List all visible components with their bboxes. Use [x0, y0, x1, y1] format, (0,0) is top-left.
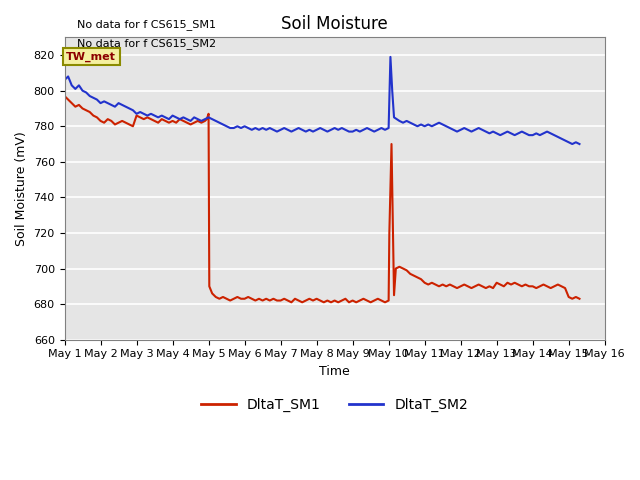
DltaT_SM1: [309, 298, 317, 303]
DltaT_SM1: [61, 93, 68, 99]
Line: DltaT_SM2: DltaT_SM2: [65, 57, 579, 144]
DltaT_SM1: [97, 118, 104, 124]
DltaT_SM1: [287, 300, 295, 305]
DltaT_SM2: [568, 141, 576, 147]
Text: No data for f CS615_SM1: No data for f CS615_SM1: [77, 19, 216, 30]
Text: No data for f CS615_SM2: No data for f CS615_SM2: [77, 38, 216, 49]
DltaT_SM2: [61, 77, 68, 83]
Text: TW_met: TW_met: [67, 51, 116, 62]
DltaT_SM1: [161, 118, 169, 124]
X-axis label: Time: Time: [319, 365, 350, 378]
DltaT_SM1: [381, 300, 389, 305]
Title: Soil Moisture: Soil Moisture: [281, 15, 388, 33]
Y-axis label: Soil Moisture (mV): Soil Moisture (mV): [15, 131, 28, 246]
DltaT_SM1: [424, 282, 432, 288]
DltaT_SM2: [387, 54, 394, 60]
DltaT_SM2: [543, 129, 551, 134]
DltaT_SM1: [320, 300, 328, 305]
DltaT_SM1: [575, 296, 583, 301]
Line: DltaT_SM1: DltaT_SM1: [65, 96, 579, 302]
Legend: DltaT_SM1, DltaT_SM2: DltaT_SM1, DltaT_SM2: [195, 392, 474, 418]
DltaT_SM2: [86, 93, 93, 99]
DltaT_SM2: [64, 73, 72, 79]
DltaT_SM2: [575, 141, 583, 147]
DltaT_SM2: [453, 129, 461, 134]
DltaT_SM2: [360, 127, 367, 132]
DltaT_SM2: [468, 129, 476, 134]
